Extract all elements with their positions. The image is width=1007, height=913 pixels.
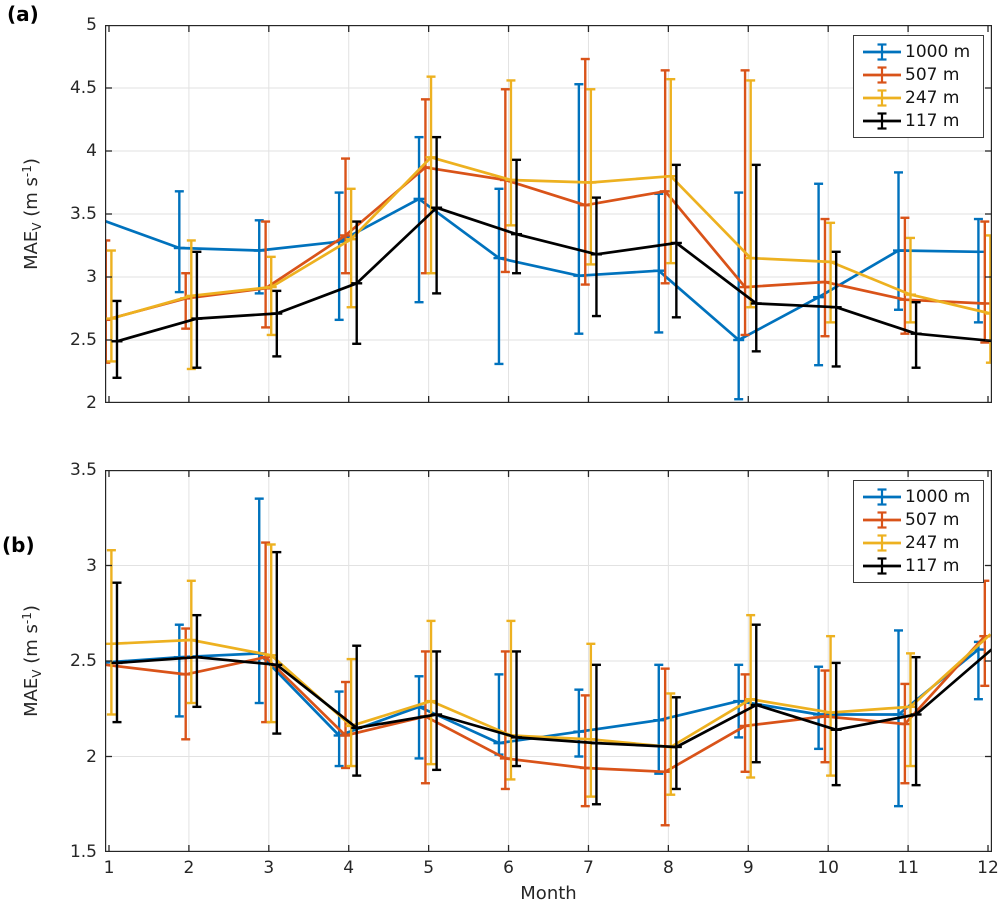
legend-item: 1000 m [862,41,977,64]
panel-b-y-tick-label: 3 [86,555,97,576]
legend-panel-a: 1000 m 507 m 247 m 117 m [853,35,984,138]
x-tick-label: 2 [183,858,195,878]
legend-label: 1000 m [905,487,971,508]
panel-a-y-tick-label: 2.5 [69,330,97,350]
legend-item: 247 m [862,532,977,555]
ylabel-superscript: -1 [20,612,34,625]
ylabel-base: MAE [21,230,42,270]
ylabel-close: ) [21,605,42,613]
panel-b-y-tick-label: 2.5 [69,651,97,671]
legend-label: 507 m [905,65,960,86]
x-tick-label: 9 [742,858,754,878]
errorbar-glyph-icon [862,555,902,577]
panel-a-y-tick-label: 4.5 [69,78,97,98]
x-tick-label: 6 [503,858,514,878]
legend-item: 507 m [862,509,977,532]
legend-label: 247 m [905,87,960,108]
x-tick-label: 12 [977,858,999,878]
errorbar-glyph-icon [862,87,902,109]
legend-item: 117 m [862,109,977,132]
x-tick-label: 7 [583,858,594,878]
panel-a-label: (a) [7,2,39,26]
legend-panel-b: 1000 m 507 m 247 m 117 m [853,480,984,583]
errorbar-glyph-icon [862,486,902,508]
legend-item: 507 m [862,64,977,87]
errorbar-glyph-icon [862,110,902,132]
errorbar-glyph-icon [862,64,902,86]
ylabel-superscript: -1 [20,165,34,178]
x-tick-label: 11 [897,858,919,878]
legend-label: 117 m [905,555,960,576]
ylabel-base: MAE [21,677,42,717]
panel-b-y-tick-label: 3.5 [69,460,97,480]
panel-a-y-tick-label: 3 [86,267,97,287]
legend-item: 117 m [862,554,977,577]
panel-b-plot [105,470,992,852]
errorbar-glyph-icon [862,509,902,531]
panel-b-y-tick-label: 1.5 [69,842,97,862]
panel-a-y-tick-label: 3.5 [69,204,97,224]
x-tick-label: 5 [423,858,435,878]
legend-item: 247 m [862,87,977,110]
x-tick-label: 4 [343,858,355,878]
panel-a-y-tick-label: 2 [86,393,97,413]
legend-label: 1000 m [905,42,971,63]
x-tick-label: 8 [662,858,674,878]
x-tick-label: 10 [817,858,839,878]
panel-b-label: (b) [2,533,35,557]
x-tick-label: 1 [103,858,115,878]
panel-b-y-tick-label: 2 [86,746,97,767]
x-axis-label: Month [520,883,577,904]
panel-a-y-tick-label: 5 [86,15,97,35]
errorbar-glyph-icon [862,41,902,63]
legend-label: 117 m [905,110,960,131]
errorbar-glyph-icon [862,532,902,554]
legend-label: 507 m [905,510,960,531]
panel-a-y-tick-label: 4 [86,141,97,161]
legend-item: 1000 m [862,486,977,509]
panel-a-plot [105,25,992,403]
x-tick-label: 3 [263,858,275,878]
legend-label: 247 m [905,532,960,553]
